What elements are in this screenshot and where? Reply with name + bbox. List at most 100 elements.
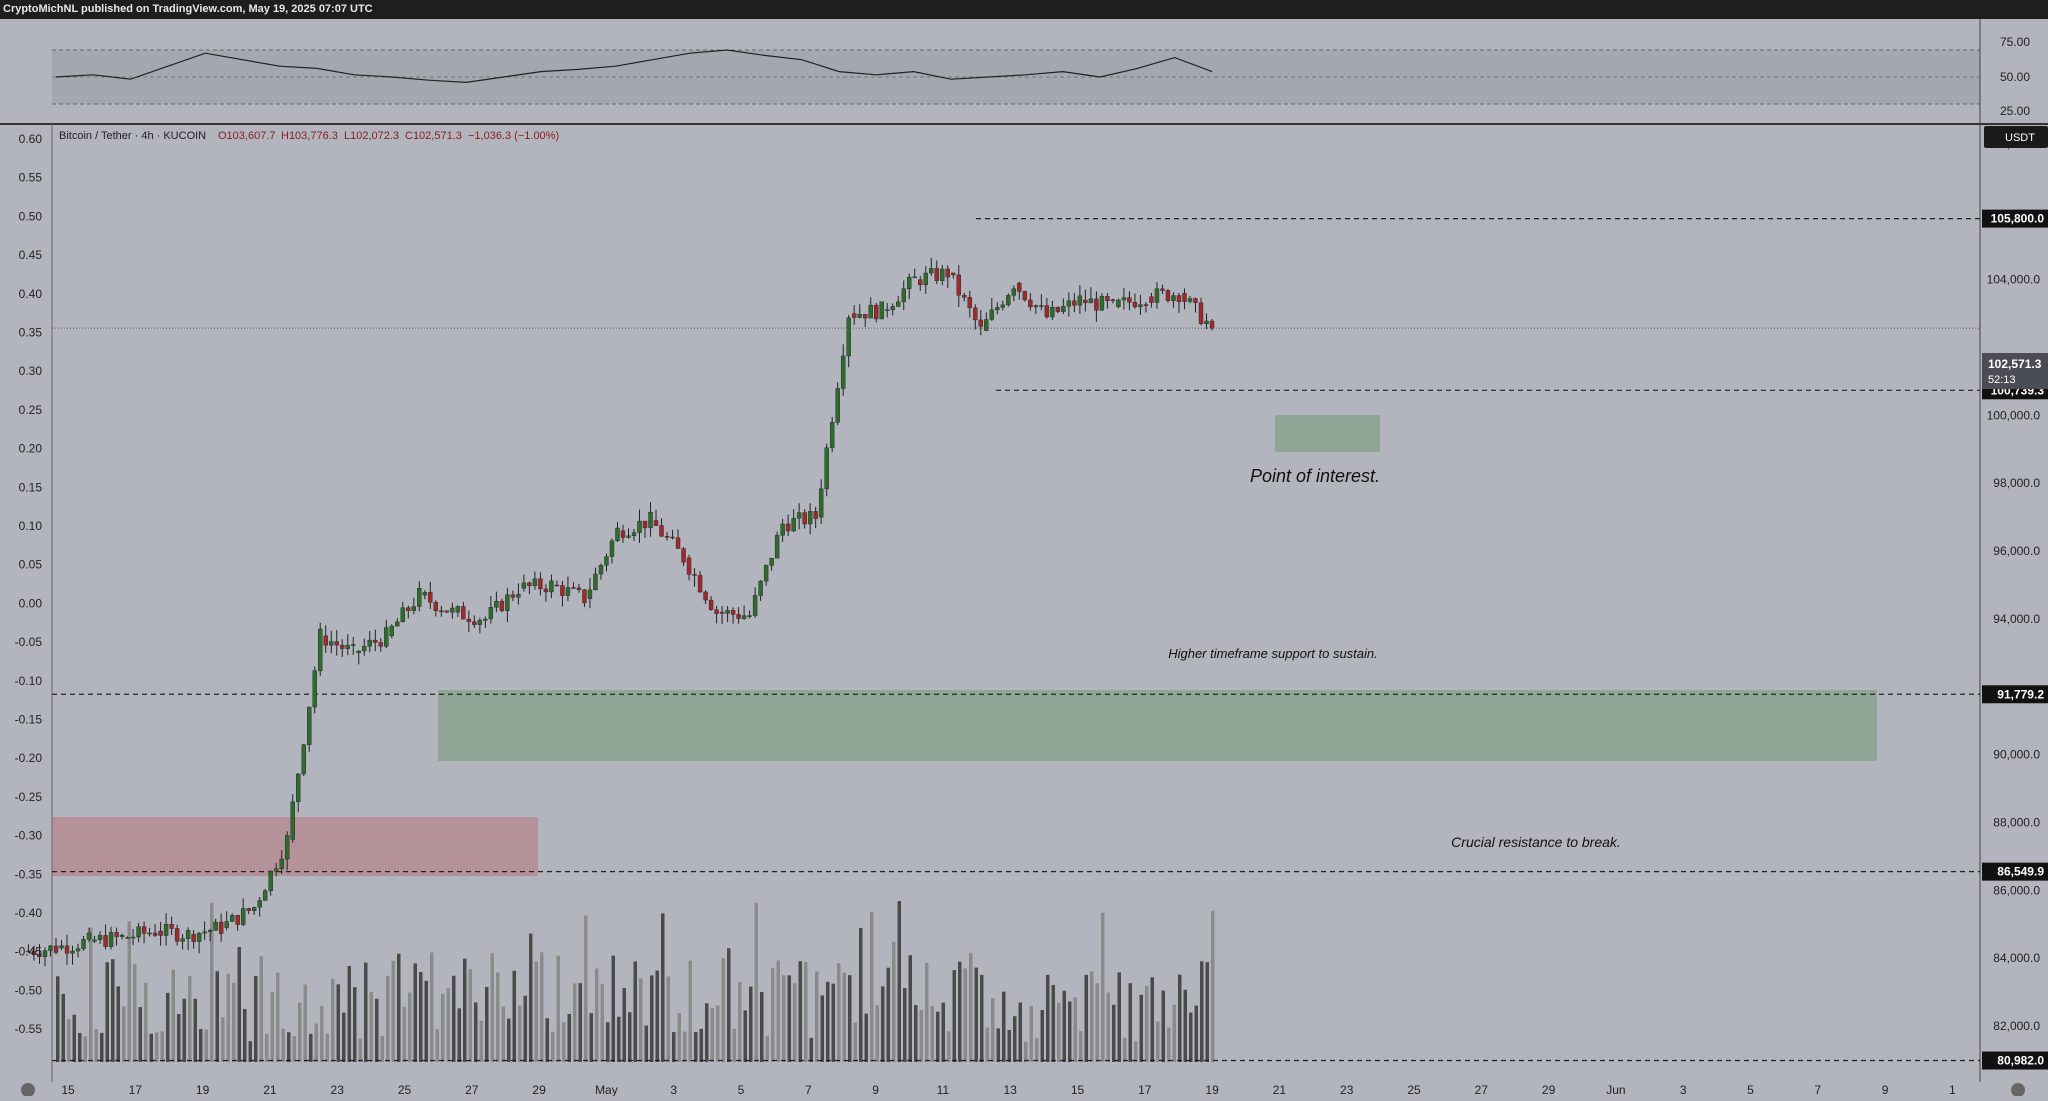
candle-body <box>180 938 185 942</box>
candle-body <box>268 871 273 892</box>
left-tick: 0.15 <box>19 480 43 494</box>
volume-bar <box>375 998 379 1062</box>
volume-bar <box>545 1018 549 1062</box>
volume-bar <box>144 982 148 1062</box>
time-tick: 9 <box>872 1083 879 1096</box>
volume-bar <box>270 991 274 1062</box>
candle-body <box>279 858 284 869</box>
volume-bar <box>540 952 544 1062</box>
volume-bar <box>666 976 670 1062</box>
volume-bar <box>996 1028 1000 1062</box>
volume-bars <box>56 901 1215 1062</box>
candle-body <box>31 950 37 955</box>
candle-body <box>543 588 549 593</box>
volume-bar <box>243 1008 247 1062</box>
volume-bar <box>633 961 637 1062</box>
time-tick: 29 <box>532 1083 546 1096</box>
volume-bar <box>353 987 357 1062</box>
volume-bar <box>1200 961 1204 1062</box>
price-tick: 98,000.0 <box>1993 476 2040 490</box>
candle-body <box>807 511 813 525</box>
price-chart[interactable]: 105,800.0100,739.391,779.286,549.980,982… <box>0 124 2048 1082</box>
candle-body <box>725 610 730 614</box>
candle-body <box>967 297 972 309</box>
time-tick: 15 <box>61 1083 75 1096</box>
candle-body <box>730 610 736 615</box>
candle-body <box>1028 299 1033 308</box>
candle-body <box>400 607 405 623</box>
candle-body <box>604 556 609 566</box>
volume-bar <box>749 986 753 1062</box>
candle-body <box>934 268 939 281</box>
candle-body <box>962 295 967 298</box>
volume-bar <box>1172 1004 1176 1062</box>
volume-bar <box>1051 984 1055 1062</box>
left-tick: 0.60 <box>19 132 43 146</box>
volume-bar <box>1145 985 1149 1062</box>
volume-bar <box>644 1025 648 1062</box>
volume-bar <box>1189 1012 1193 1062</box>
volume-bar <box>507 1018 511 1062</box>
candle-body <box>1094 298 1099 311</box>
time-axis[interactable]: 15 17 19 21 23 25 27 29 May 3 5 7 9 11 13 15 17 19 21 23 25 2… <box>0 1082 2048 1097</box>
volume-bar <box>787 975 791 1062</box>
candle-body <box>262 890 268 901</box>
volume-bar <box>1062 990 1066 1062</box>
candle-body <box>1138 304 1143 308</box>
volume-bar <box>556 955 560 1062</box>
candle-body <box>428 592 433 603</box>
time-tick: 7 <box>1814 1083 1821 1096</box>
volume-bar <box>1205 962 1209 1062</box>
volume-bar <box>1057 1002 1061 1062</box>
candle-body <box>334 641 339 646</box>
candle-body <box>488 607 494 620</box>
volume-bar <box>254 976 258 1062</box>
candle-body <box>527 582 532 587</box>
candle-body <box>1006 295 1011 306</box>
volume-bar <box>441 993 445 1062</box>
currency-badge[interactable] <box>1984 126 2048 148</box>
candle-body <box>714 609 719 614</box>
volume-bar <box>402 1006 406 1062</box>
time-tick: 27 <box>1475 1083 1489 1096</box>
candle-body <box>119 935 125 937</box>
level-tag <box>1982 685 2048 704</box>
rsi-indicator: 75.00 50.00 25.00 <box>52 19 2030 123</box>
volume-bar <box>952 970 956 1062</box>
legend-low: L102,072.3 <box>344 130 399 142</box>
volume-bar <box>1079 1031 1083 1062</box>
candle-body <box>367 639 372 647</box>
scroll-end-icon[interactable] <box>2011 1083 2025 1097</box>
candle-body <box>301 744 306 775</box>
candle-body <box>141 926 147 934</box>
volume-bar <box>875 1005 879 1062</box>
volume-bar <box>160 1031 164 1062</box>
candle-body <box>1121 297 1127 301</box>
time-tick: 29 <box>1542 1083 1556 1096</box>
candle-body <box>901 288 906 303</box>
volume-bar <box>298 1002 302 1062</box>
level-tag <box>1982 1051 2048 1070</box>
left-tick: 0.50 <box>19 209 43 223</box>
left-tick: -0.25 <box>15 790 43 804</box>
volume-bar <box>1167 1027 1171 1062</box>
candle-body <box>340 644 345 649</box>
candle-body <box>818 488 824 518</box>
candle-body <box>505 594 510 611</box>
candle-body <box>273 868 279 872</box>
candle-body <box>455 606 461 613</box>
candle-body <box>48 945 53 951</box>
candle-body <box>758 580 763 596</box>
volume-bar <box>138 1007 142 1062</box>
volume-bar <box>985 1027 989 1062</box>
candle-body <box>53 945 59 953</box>
volume-bar <box>364 962 368 1062</box>
candle-body <box>1127 297 1132 303</box>
left-tick: -0.55 <box>15 1022 43 1036</box>
price-chart-pane[interactable]: 105,800.0 100,739.3 91,779.2 86,549.9 80,982… <box>0 124 2048 1082</box>
time-tick: 21 <box>263 1083 277 1096</box>
candle-body <box>978 319 983 327</box>
volume-bar <box>56 976 60 1062</box>
candle-body <box>1077 295 1083 306</box>
settings-icon[interactable] <box>21 1083 35 1097</box>
